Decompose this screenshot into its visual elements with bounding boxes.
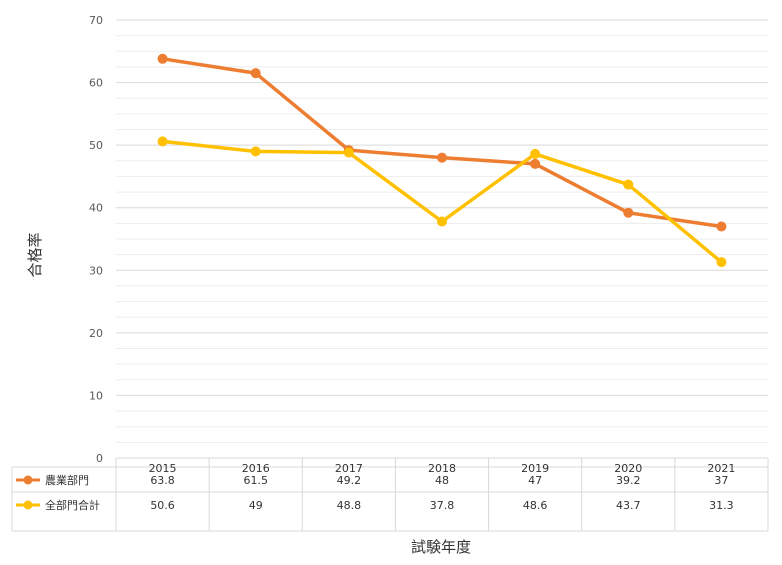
legend-label: 農業部門 <box>45 473 89 487</box>
data-point <box>623 179 634 190</box>
data-point <box>437 152 447 163</box>
x-axis-title: 試験年度 <box>411 538 471 556</box>
data-point <box>250 68 261 79</box>
data-value-cell: 48 <box>435 474 449 487</box>
y-tick-label: 30 <box>89 264 103 277</box>
data-point <box>530 148 541 159</box>
data-value-cell: 47 <box>528 474 542 487</box>
y-tick-label: 10 <box>89 389 103 402</box>
data-value-cell: 37 <box>714 474 728 487</box>
data-value-cell: 61.5 <box>243 474 268 487</box>
legend-label: 全部門合計 <box>45 498 100 512</box>
data-point <box>716 221 727 232</box>
x-tick-label: 2021 <box>707 462 735 475</box>
y-axis-title: 合格率 <box>26 232 44 277</box>
data-value-cell: 39.2 <box>616 474 641 487</box>
x-tick-label: 2018 <box>428 462 456 475</box>
x-tick-label: 2015 <box>149 462 177 475</box>
series-line <box>162 57 722 229</box>
legend-key-marker <box>23 475 33 485</box>
data-value-cell: 37.8 <box>430 499 455 512</box>
y-tick-label: 70 <box>89 14 103 27</box>
x-tick-label: 2016 <box>242 462 270 475</box>
x-tick-label: 2020 <box>614 462 642 475</box>
y-tick-label: 40 <box>89 202 103 215</box>
data-value-cell: 63.8 <box>150 474 175 487</box>
data-value-cell: 49.2 <box>337 474 362 487</box>
data-value-cell: 31.3 <box>709 499 734 512</box>
data-point <box>530 158 541 169</box>
data-point <box>716 257 727 268</box>
y-tick-label: 0 <box>96 452 103 465</box>
data-value-cell: 43.7 <box>616 499 641 512</box>
y-tick-label: 60 <box>89 77 103 90</box>
data-value-cell: 48.6 <box>523 499 548 512</box>
series-lines <box>157 53 727 268</box>
data-value-cell: 50.6 <box>150 499 175 512</box>
data-value-cell: 49 <box>249 499 263 512</box>
x-tick-label: 2019 <box>521 462 549 475</box>
data-table: 2015 2016 2017 2018 2019 2020 2021 農業部門 63.8 61.5… <box>11 457 769 532</box>
data-value-cell: 48.8 <box>337 499 362 512</box>
data-point <box>157 53 168 64</box>
x-tick-label: 2017 <box>335 462 363 475</box>
y-axis-ticks: 0 10 20 30 40 50 60 70 <box>89 14 103 465</box>
y-tick-label: 20 <box>89 327 103 340</box>
data-point <box>157 136 168 147</box>
data-point <box>250 146 261 157</box>
data-point <box>343 147 354 158</box>
legend-key-marker <box>23 500 33 510</box>
gridlines <box>116 19 768 459</box>
data-point <box>623 207 634 218</box>
data-point <box>437 216 447 227</box>
y-tick-label: 50 <box>89 139 103 152</box>
